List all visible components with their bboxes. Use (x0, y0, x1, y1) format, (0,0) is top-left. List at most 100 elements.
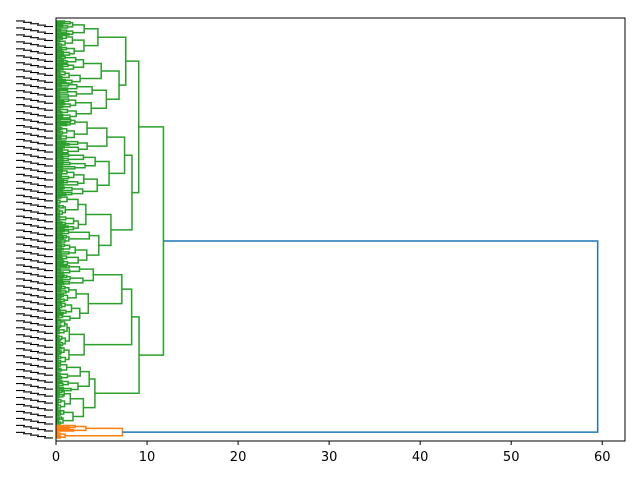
leaf-label-mark (16, 20, 25, 22)
dendrogram-link-217 (56, 325, 61, 329)
leaf-label-mark (30, 343, 39, 346)
dendrogram-link-62 (56, 110, 63, 114)
dendrogram-link-58 (56, 105, 64, 109)
dendrogram-link-32 (56, 67, 64, 71)
dendrogram-link-95 (56, 152, 63, 156)
dendrogram-link-1 (56, 20, 71, 25)
leaf-label-mark (23, 237, 32, 240)
leaf-label-mark (37, 171, 46, 173)
leaf-label-mark (37, 303, 46, 305)
dendrogram-link-292 (85, 213, 112, 247)
dendrogram-link-228 (56, 341, 61, 344)
leaf-label-mark (44, 311, 53, 313)
leaf-label-mark (44, 116, 53, 118)
leaf-label-mark (30, 378, 39, 380)
leaf-label-mark (30, 141, 39, 143)
dendrogram-link-140 (56, 218, 61, 222)
dendrogram-link-226 (56, 338, 61, 342)
dendrogram-link-188 (79, 268, 95, 282)
dendrogram-link-57 (56, 102, 66, 106)
dendrogram-link-122 (71, 188, 84, 195)
leaf-label-mark (16, 271, 25, 273)
leaf-label-mark (30, 99, 39, 101)
dendrogram-link-252 (56, 372, 61, 376)
dendrogram-link-99 (68, 154, 85, 161)
leaf-label-mark (44, 277, 53, 279)
leaf-label-mark (23, 70, 32, 72)
leaf-label-mark (16, 257, 25, 259)
leaf-label-mark (30, 253, 39, 255)
leaf-label-mark (30, 176, 39, 178)
leaf-label-mark (30, 218, 39, 220)
leaf-label-mark (23, 49, 32, 51)
dendrogram-link-54 (76, 85, 93, 95)
leaf-label-mark (23, 112, 32, 114)
leaf-label-mark (37, 198, 46, 201)
dendrogram-link-63 (59, 108, 69, 114)
leaf-label-mark (44, 270, 53, 272)
leaf-label-mark (16, 334, 25, 336)
leaf-label-mark (44, 39, 53, 42)
leaf-label-mark (30, 246, 39, 248)
dendrogram-link-9 (72, 24, 85, 34)
leaf-label-mark (37, 212, 46, 214)
leaf-label-mark (37, 184, 46, 187)
leaf-label-mark (23, 342, 32, 344)
leaf-label-mark (23, 391, 32, 393)
leaf-label-mark (16, 138, 25, 141)
dendrogram-link-293 (84, 288, 133, 346)
leaf-label-mark (16, 229, 25, 231)
leaf-label-mark (16, 187, 25, 189)
leaf-label-mark (37, 129, 46, 131)
leaf-label-mark (37, 331, 46, 333)
leaf-label-mark (16, 111, 25, 113)
leaf-label-mark (44, 256, 53, 258)
leaf-label-mark (37, 59, 46, 61)
leaf-label-mark (23, 175, 32, 177)
dendrogram-link-157 (65, 236, 70, 242)
leaf-label-mark (44, 339, 53, 341)
leaf-label-mark (23, 272, 32, 274)
leaf-label-mark (30, 211, 39, 213)
leaf-label-mark (44, 249, 53, 251)
dendrogram-link-261 (56, 387, 65, 390)
dendrogram-link-27 (56, 59, 65, 63)
dendrogram-link-87 (65, 140, 79, 146)
leaf-label-mark (16, 396, 25, 399)
leaf-label-mark (37, 157, 46, 159)
leaf-label-mark (30, 336, 39, 339)
dendrogram-link-178 (56, 271, 64, 275)
dendrogram-link-297 (94, 316, 140, 395)
dendrogram-link-45 (56, 84, 62, 88)
dendrogram-link-4 (67, 21, 74, 28)
leaf-label-mark (37, 345, 46, 347)
dendrogram-link-302 (56, 428, 75, 432)
x-tick-label-30: 30 (321, 450, 338, 465)
leaf-label-mark (44, 67, 53, 69)
dendrogram-link-18 (56, 48, 63, 52)
leaf-label-mark (30, 260, 39, 262)
leaf-label-mark (37, 359, 46, 361)
leaf-label-mark (30, 357, 39, 360)
leaf-label-mark (30, 65, 39, 67)
leaf-label-mark (23, 279, 32, 281)
dendrogram-link-135 (56, 212, 61, 216)
dendrogram-link-8 (66, 30, 74, 35)
leaf-label-mark (30, 127, 39, 129)
leaf-label-mark (23, 349, 32, 351)
leaf-label-mark (44, 430, 53, 432)
leaf-label-mark (23, 293, 32, 295)
leaf-label-mark (30, 148, 39, 150)
leaf-label-mark (30, 288, 39, 290)
leaf-label-mark (44, 332, 53, 334)
leaf-label-mark (16, 313, 25, 315)
dendrogram-link-205 (56, 311, 65, 315)
leaf-label-mark (23, 147, 32, 149)
x-tick-label-0: 0 (52, 450, 60, 465)
leaf-label-mark (16, 292, 25, 294)
dendrogram-link-25 (56, 55, 63, 59)
dendrogram-link-33 (63, 64, 75, 70)
leaf-label-mark (30, 281, 39, 283)
dendrogram-link-306 (56, 435, 62, 439)
